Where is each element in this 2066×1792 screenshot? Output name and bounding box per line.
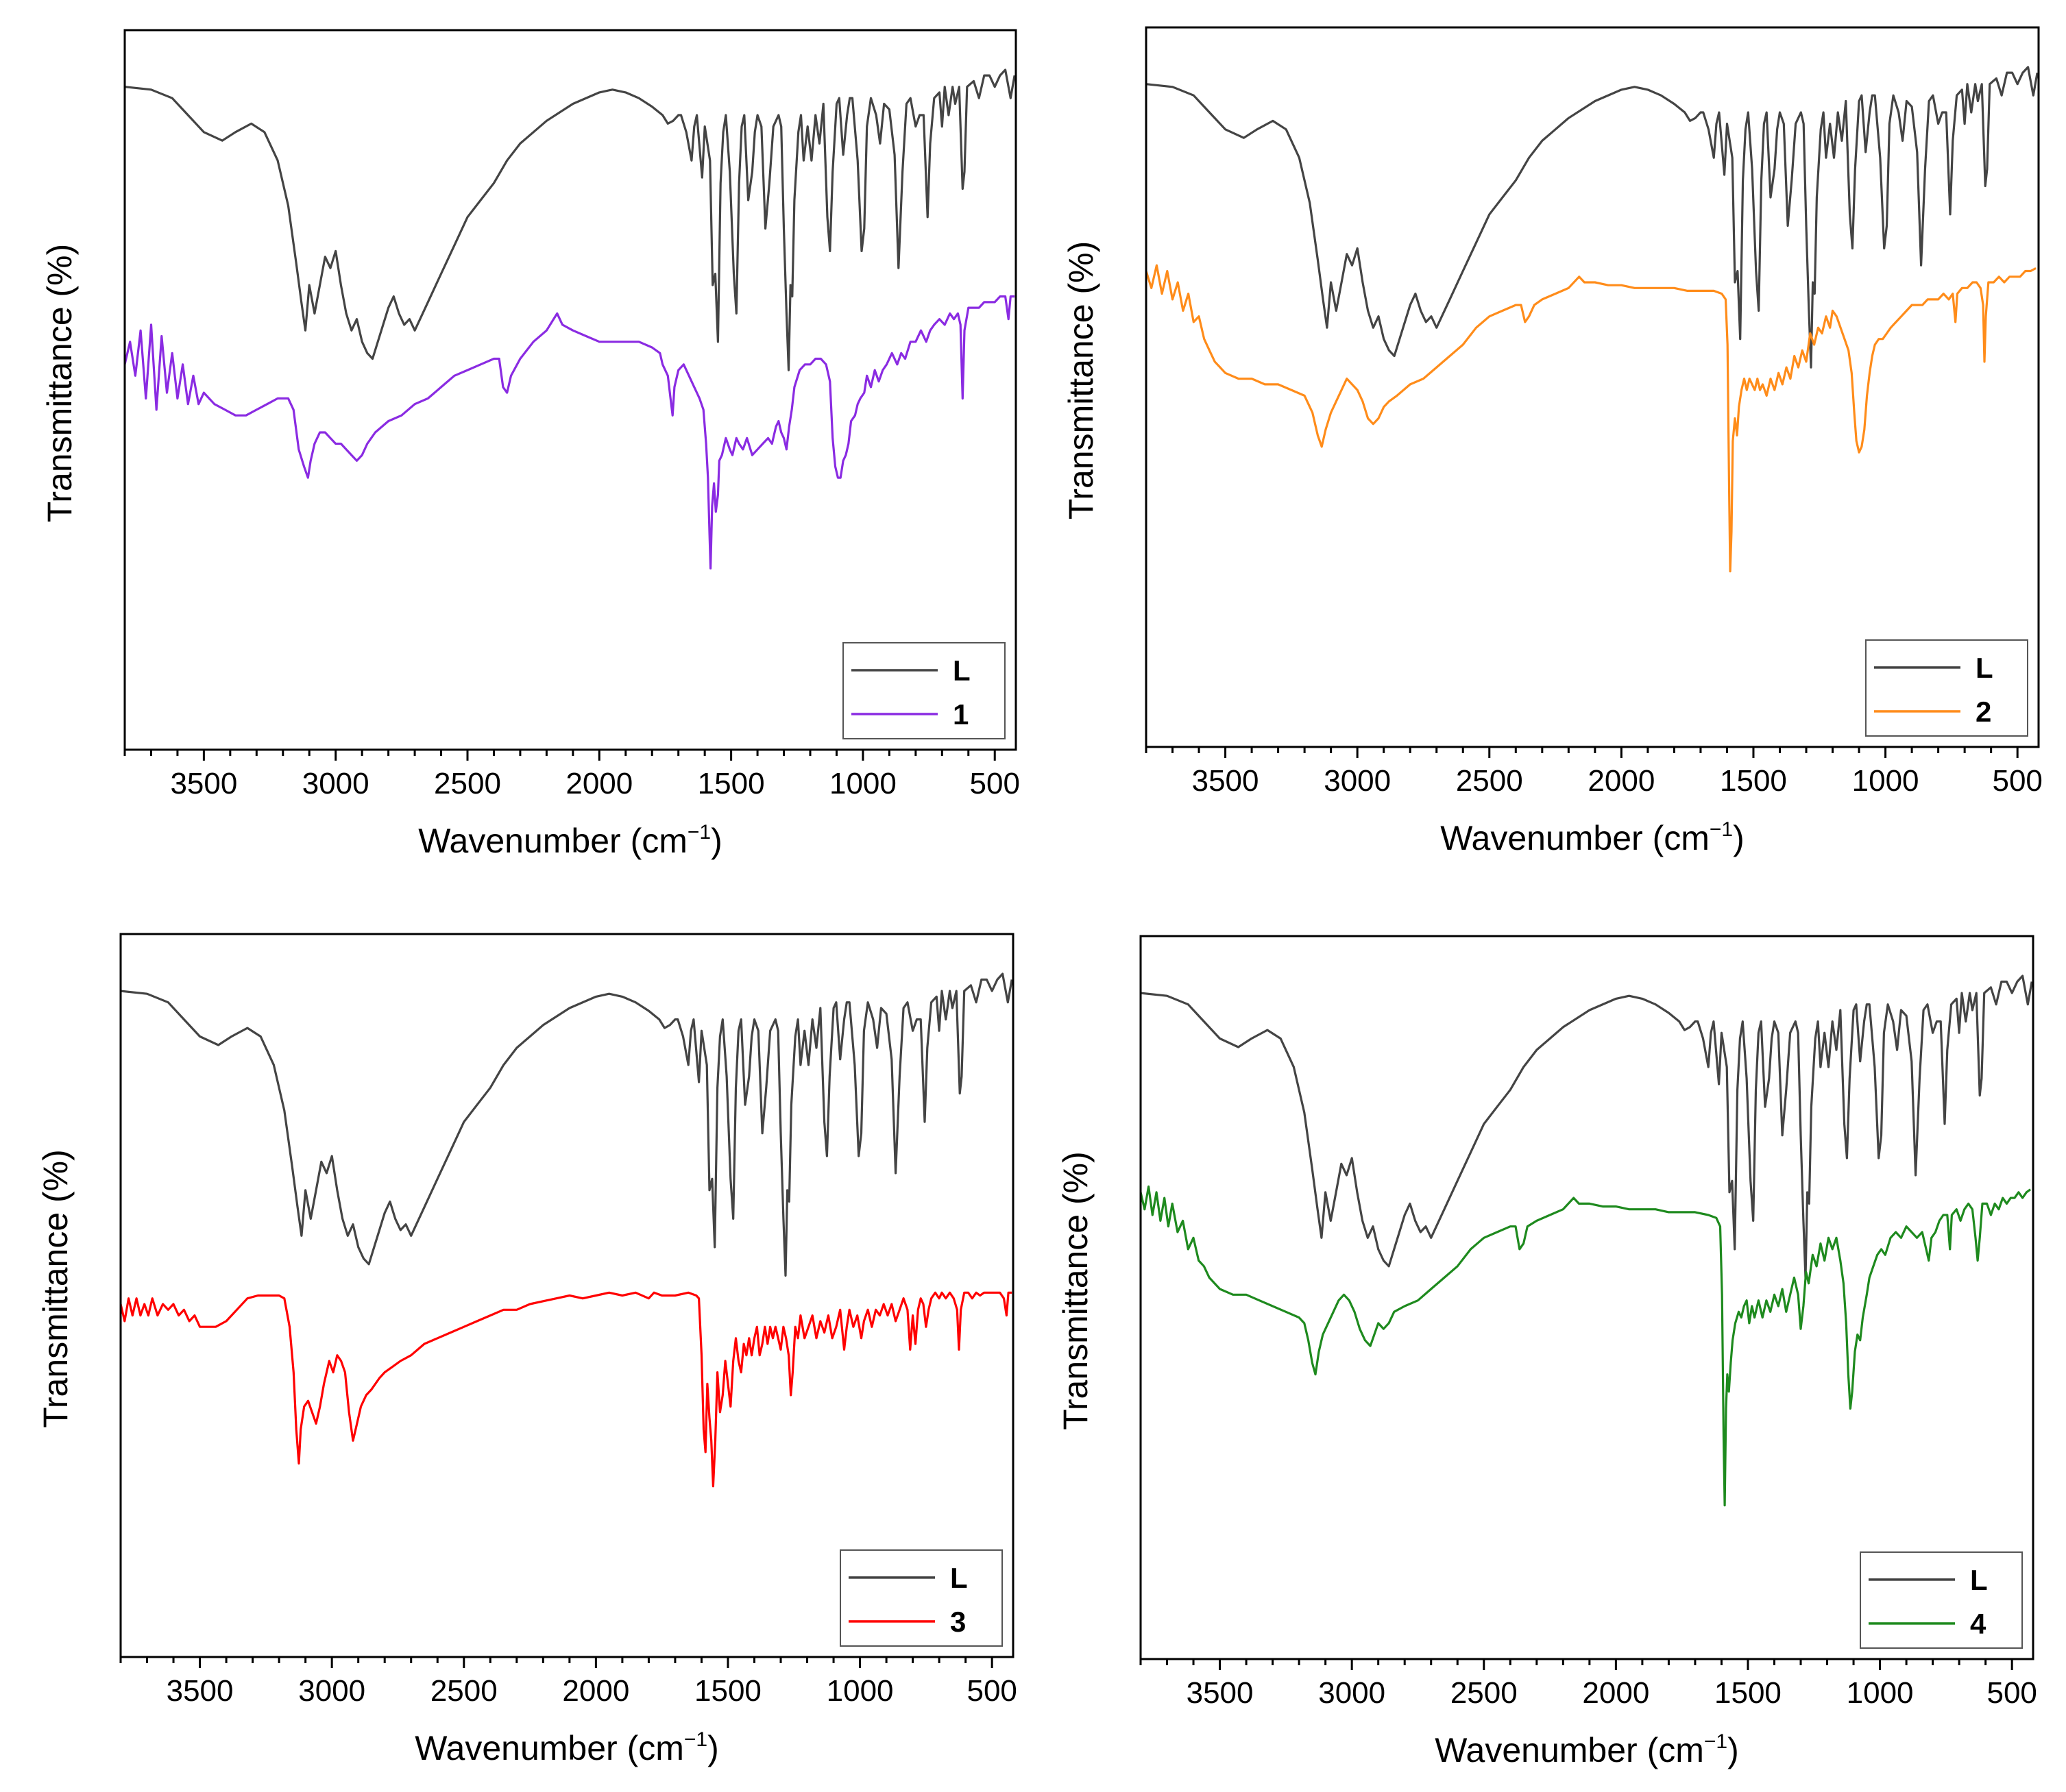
x-tick-label: 500 — [967, 1674, 1017, 1708]
x-axis-label-name: Wavenumber ( — [418, 822, 642, 860]
x-tick-label: 1000 — [829, 767, 897, 800]
x-axis-label-name: Wavenumber ( — [415, 1729, 638, 1767]
x-tick-label: 3500 — [1187, 1676, 1254, 1710]
legend: L2 — [1865, 639, 2028, 737]
x-axis-label: Wavenumber (cm−1) — [1435, 1730, 1739, 1769]
plot-frame — [1139, 935, 2034, 1660]
legend-box — [1860, 1551, 2023, 1649]
x-tick-label: 500 — [1992, 764, 2042, 798]
x-axis-label-unit: cm — [1664, 819, 1710, 857]
x-tick-label: 3000 — [302, 767, 369, 800]
y-axis-label: Transmittance (%) — [1062, 241, 1100, 520]
x-tick-label: 3000 — [1318, 1676, 1385, 1710]
y-axis-label: Transmittance (%) — [1056, 1151, 1095, 1430]
x-axis-label-close: ) — [711, 822, 722, 860]
legend-label-L: L — [950, 1562, 968, 1594]
x-tick-label: 1000 — [827, 1674, 894, 1708]
y-axis-label: Transmittance (%) — [36, 1149, 75, 1428]
x-tick-label: 1500 — [1714, 1676, 1782, 1710]
legend-label-2: 2 — [1976, 696, 1991, 728]
x-tick-label: 2000 — [1582, 1676, 1649, 1710]
x-tick-label: 1000 — [1847, 1676, 1914, 1710]
x-axis-label: Wavenumber (cm−1) — [1440, 818, 1745, 857]
x-tick-label: 2000 — [562, 1674, 629, 1708]
x-axis-label-name: Wavenumber ( — [1435, 1731, 1658, 1769]
series-3-trace — [121, 1291, 1012, 1488]
legend: L3 — [840, 1549, 1003, 1647]
x-tick-label: 2500 — [434, 767, 501, 800]
legend-label-3: 3 — [950, 1606, 966, 1638]
x-tick-label: 1500 — [694, 1674, 762, 1708]
x-axis-label-exponent: −1 — [688, 821, 711, 844]
chart-panel-top-left: 3500 3000 2500 2000 1500 1000 500 Wavenumber (c… — [40, 29, 1020, 860]
x-tick-label: 2000 — [566, 767, 633, 800]
x-axis-label-exponent: −1 — [1710, 818, 1733, 841]
x-tick-label: 2000 — [1588, 764, 1655, 798]
x-axis-label-exponent: −1 — [1704, 1730, 1727, 1753]
chart-panel-bottom-left: 3500 3000 2500 2000 1500 1000 500 Wavenumber (c… — [36, 933, 1017, 1767]
x-axis-label-close: ) — [1727, 1731, 1739, 1769]
legend-label-4: 4 — [1970, 1608, 1986, 1640]
x-tick-label: 500 — [970, 767, 1020, 800]
series-2-trace — [1146, 264, 2037, 573]
x-axis-label-close: ) — [707, 1729, 719, 1767]
chart-panel-top-right: 3500 3000 2500 2000 1500 1000 500 Wavenumber (c… — [1062, 26, 2043, 857]
y-axis-label: Transmittance (%) — [40, 244, 79, 523]
legend-label-L: L — [1976, 652, 1993, 684]
plot-frame — [123, 29, 1017, 751]
legend: L1 — [842, 642, 1006, 739]
series-L-trace — [125, 69, 1016, 371]
legend-label-L: L — [1970, 1564, 1988, 1596]
x-tick-label: 3500 — [1192, 764, 1259, 798]
x-axis-label-close: ) — [1733, 819, 1745, 857]
series-4-trace — [1141, 1185, 2032, 1507]
x-tick-label: 2500 — [430, 1674, 498, 1708]
x-axis-label-unit: cm — [642, 822, 688, 860]
legend-box — [1865, 639, 2028, 737]
series-L-trace — [1146, 66, 2039, 369]
plot-frame — [1145, 26, 2040, 748]
x-axis-label-unit: cm — [638, 1729, 684, 1767]
legend-box — [840, 1549, 1003, 1647]
x-axis-label-exponent: −1 — [684, 1728, 707, 1751]
chart-panel-bottom-right: 3500 3000 2500 2000 1500 1000 500 Wavenumber (c… — [1056, 935, 2037, 1769]
series-L-trace — [121, 972, 1013, 1277]
x-axis-label: Wavenumber (cm−1) — [415, 1728, 719, 1767]
x-tick-label: 3000 — [1324, 764, 1391, 798]
legend-label-L: L — [953, 654, 971, 687]
x-tick-label: 2500 — [1450, 1676, 1518, 1710]
x-axis-label-unit: cm — [1658, 1731, 1704, 1769]
legend-box — [842, 642, 1006, 739]
x-tick-label: 1500 — [698, 767, 765, 800]
plot-frame — [119, 933, 1014, 1658]
x-tick-label: 1500 — [1720, 764, 1787, 798]
series-1-trace — [125, 295, 1015, 569]
x-tick-label: 3000 — [298, 1674, 365, 1708]
x-tick-label: 3500 — [170, 767, 237, 800]
x-axis-label-name: Wavenumber ( — [1440, 819, 1664, 857]
x-tick-label: 1000 — [1852, 764, 1919, 798]
x-tick-label: 3500 — [167, 1674, 234, 1708]
series-L-trace — [1141, 974, 2033, 1279]
x-tick-label: 2500 — [1456, 764, 1523, 798]
x-tick-label: 500 — [1986, 1676, 2037, 1710]
x-axis-label: Wavenumber (cm−1) — [418, 821, 722, 860]
legend: L4 — [1860, 1551, 2023, 1649]
legend-label-1: 1 — [953, 698, 969, 731]
